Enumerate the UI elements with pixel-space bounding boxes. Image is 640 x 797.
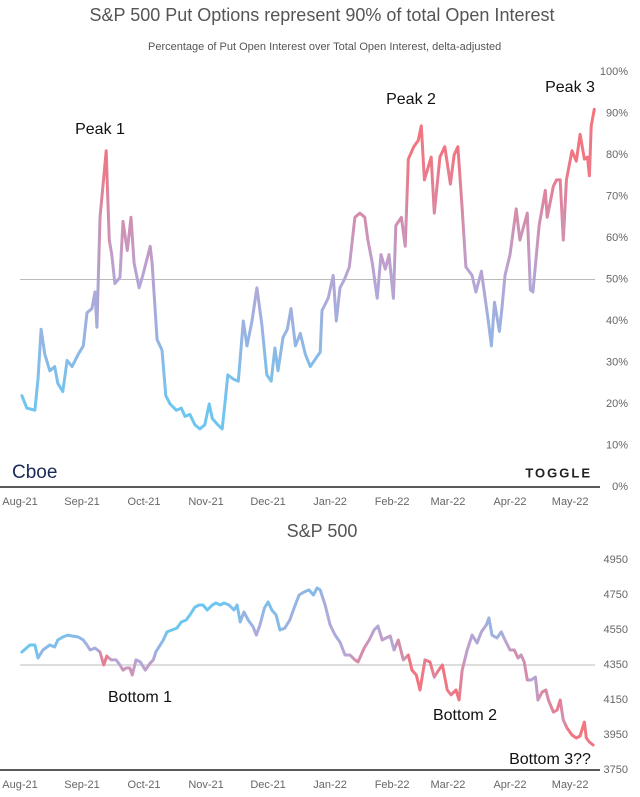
source-logo: TOGGLE bbox=[525, 465, 592, 480]
x-tick-label: Mar-22 bbox=[431, 779, 466, 791]
y-tick-label: 30% bbox=[606, 356, 628, 368]
y-tick-label: 4150 bbox=[604, 694, 628, 706]
y-tick-label: 3950 bbox=[604, 729, 628, 741]
x-tick-label: May-22 bbox=[552, 496, 589, 508]
x-tick-label: Aug-21 bbox=[2, 496, 37, 508]
x-tick-label: Dec-21 bbox=[250, 779, 285, 791]
x-tick-label: Nov-21 bbox=[188, 496, 223, 508]
data-line bbox=[20, 586, 595, 747]
chart-title: S&P 500 bbox=[287, 521, 358, 541]
annotation: Bottom 1 bbox=[108, 689, 172, 706]
x-tick-label: Feb-22 bbox=[375, 496, 410, 508]
x-tick-label: Feb-22 bbox=[375, 779, 410, 791]
annotation: Bottom 2 bbox=[433, 707, 497, 724]
y-tick-label: 20% bbox=[606, 398, 628, 410]
data-line bbox=[20, 107, 596, 431]
y-tick-label: 0% bbox=[612, 481, 628, 493]
y-tick-label: 10% bbox=[606, 439, 628, 451]
legend-label: Percentage of Put Open Interest over Tot… bbox=[148, 41, 501, 53]
annotation: Peak 3 bbox=[545, 79, 595, 96]
x-tick-label: Apr-22 bbox=[493, 496, 526, 508]
source-logo: Cboe bbox=[12, 462, 57, 483]
y-tick-label: 4950 bbox=[604, 554, 628, 566]
y-tick-label: 80% bbox=[606, 149, 628, 161]
y-tick-label: 90% bbox=[606, 107, 628, 119]
y-tick-label: 3750 bbox=[604, 764, 628, 776]
x-tick-label: Mar-22 bbox=[431, 496, 466, 508]
x-tick-label: Aug-21 bbox=[2, 779, 37, 791]
annotation: Bottom 3?? bbox=[509, 751, 591, 768]
x-tick-label: Oct-21 bbox=[128, 779, 161, 791]
y-tick-label: 4750 bbox=[604, 589, 628, 601]
x-tick-label: Sep-21 bbox=[64, 496, 99, 508]
x-tick-label: Oct-21 bbox=[128, 496, 161, 508]
y-tick-label: 60% bbox=[606, 232, 628, 244]
y-tick-label: 70% bbox=[606, 190, 628, 202]
chart-title: S&P 500 Put Options represent 90% of tot… bbox=[90, 5, 555, 25]
y-tick-label: 100% bbox=[600, 66, 628, 78]
x-tick-label: Apr-22 bbox=[493, 779, 526, 791]
y-tick-label: 50% bbox=[606, 273, 628, 285]
y-tick-label: 4550 bbox=[604, 624, 628, 636]
x-tick-label: Dec-21 bbox=[250, 496, 285, 508]
x-tick-label: Jan-22 bbox=[313, 496, 347, 508]
y-tick-label: 4350 bbox=[604, 659, 628, 671]
x-tick-label: Nov-21 bbox=[188, 779, 223, 791]
x-tick-label: May-22 bbox=[552, 779, 589, 791]
annotation: Peak 1 bbox=[75, 121, 125, 138]
x-tick-label: Sep-21 bbox=[64, 779, 99, 791]
annotation: Peak 2 bbox=[386, 91, 436, 108]
y-tick-label: 40% bbox=[606, 315, 628, 327]
x-tick-label: Jan-22 bbox=[313, 779, 347, 791]
